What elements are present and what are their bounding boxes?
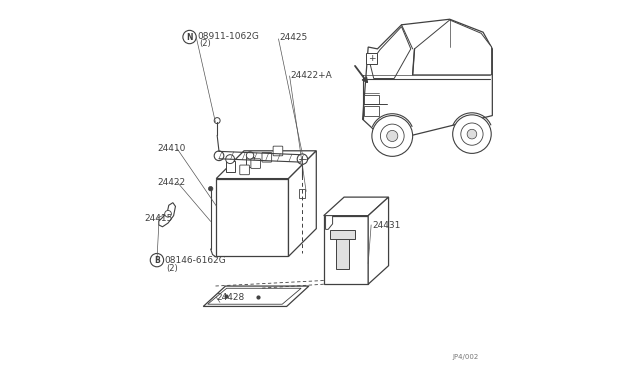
Circle shape bbox=[183, 31, 196, 44]
Polygon shape bbox=[326, 216, 333, 230]
FancyBboxPatch shape bbox=[364, 106, 378, 116]
Polygon shape bbox=[413, 20, 492, 75]
Circle shape bbox=[461, 123, 483, 145]
FancyBboxPatch shape bbox=[273, 146, 283, 156]
FancyBboxPatch shape bbox=[364, 95, 378, 105]
Polygon shape bbox=[324, 216, 368, 284]
Text: 24422+A: 24422+A bbox=[291, 71, 332, 80]
Polygon shape bbox=[370, 27, 411, 78]
FancyBboxPatch shape bbox=[366, 53, 377, 64]
Circle shape bbox=[209, 186, 213, 191]
Polygon shape bbox=[368, 197, 388, 284]
FancyBboxPatch shape bbox=[226, 161, 235, 172]
Circle shape bbox=[372, 116, 413, 156]
Circle shape bbox=[387, 131, 398, 141]
Text: +: + bbox=[368, 54, 375, 63]
FancyBboxPatch shape bbox=[251, 159, 260, 169]
FancyBboxPatch shape bbox=[300, 189, 305, 198]
Circle shape bbox=[214, 118, 220, 124]
Text: JP4/002: JP4/002 bbox=[452, 354, 478, 360]
Circle shape bbox=[150, 253, 164, 267]
FancyBboxPatch shape bbox=[246, 157, 253, 167]
Polygon shape bbox=[289, 151, 316, 256]
Text: 24425: 24425 bbox=[279, 33, 307, 42]
Polygon shape bbox=[216, 179, 289, 256]
Text: N: N bbox=[186, 32, 193, 42]
FancyBboxPatch shape bbox=[262, 153, 271, 162]
Polygon shape bbox=[324, 197, 388, 216]
Polygon shape bbox=[159, 203, 175, 227]
Circle shape bbox=[214, 151, 224, 161]
FancyBboxPatch shape bbox=[336, 236, 349, 269]
FancyBboxPatch shape bbox=[240, 165, 250, 175]
Text: (2): (2) bbox=[166, 264, 177, 273]
Text: 24428: 24428 bbox=[216, 294, 244, 302]
Polygon shape bbox=[208, 288, 301, 304]
Polygon shape bbox=[363, 19, 492, 141]
Text: B: B bbox=[154, 256, 160, 264]
Text: 08911-1062G: 08911-1062G bbox=[197, 32, 259, 41]
Polygon shape bbox=[216, 151, 316, 179]
Circle shape bbox=[297, 154, 308, 164]
Circle shape bbox=[246, 152, 253, 159]
Circle shape bbox=[226, 155, 235, 164]
Text: 08146-6162G: 08146-6162G bbox=[164, 256, 226, 264]
Polygon shape bbox=[204, 286, 309, 307]
Circle shape bbox=[467, 129, 477, 139]
Text: 24422: 24422 bbox=[157, 178, 185, 187]
Circle shape bbox=[164, 211, 172, 217]
Text: 24431: 24431 bbox=[372, 221, 401, 230]
Text: 24415: 24415 bbox=[145, 214, 173, 223]
FancyBboxPatch shape bbox=[330, 231, 355, 239]
Circle shape bbox=[380, 124, 404, 148]
Text: (2): (2) bbox=[199, 39, 211, 48]
Text: 24410: 24410 bbox=[157, 144, 186, 153]
Circle shape bbox=[452, 115, 492, 153]
